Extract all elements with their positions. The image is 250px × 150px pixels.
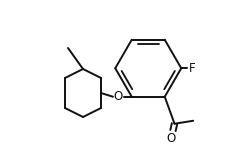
Text: O: O (114, 90, 123, 103)
Text: F: F (188, 62, 195, 75)
Text: O: O (166, 132, 176, 145)
